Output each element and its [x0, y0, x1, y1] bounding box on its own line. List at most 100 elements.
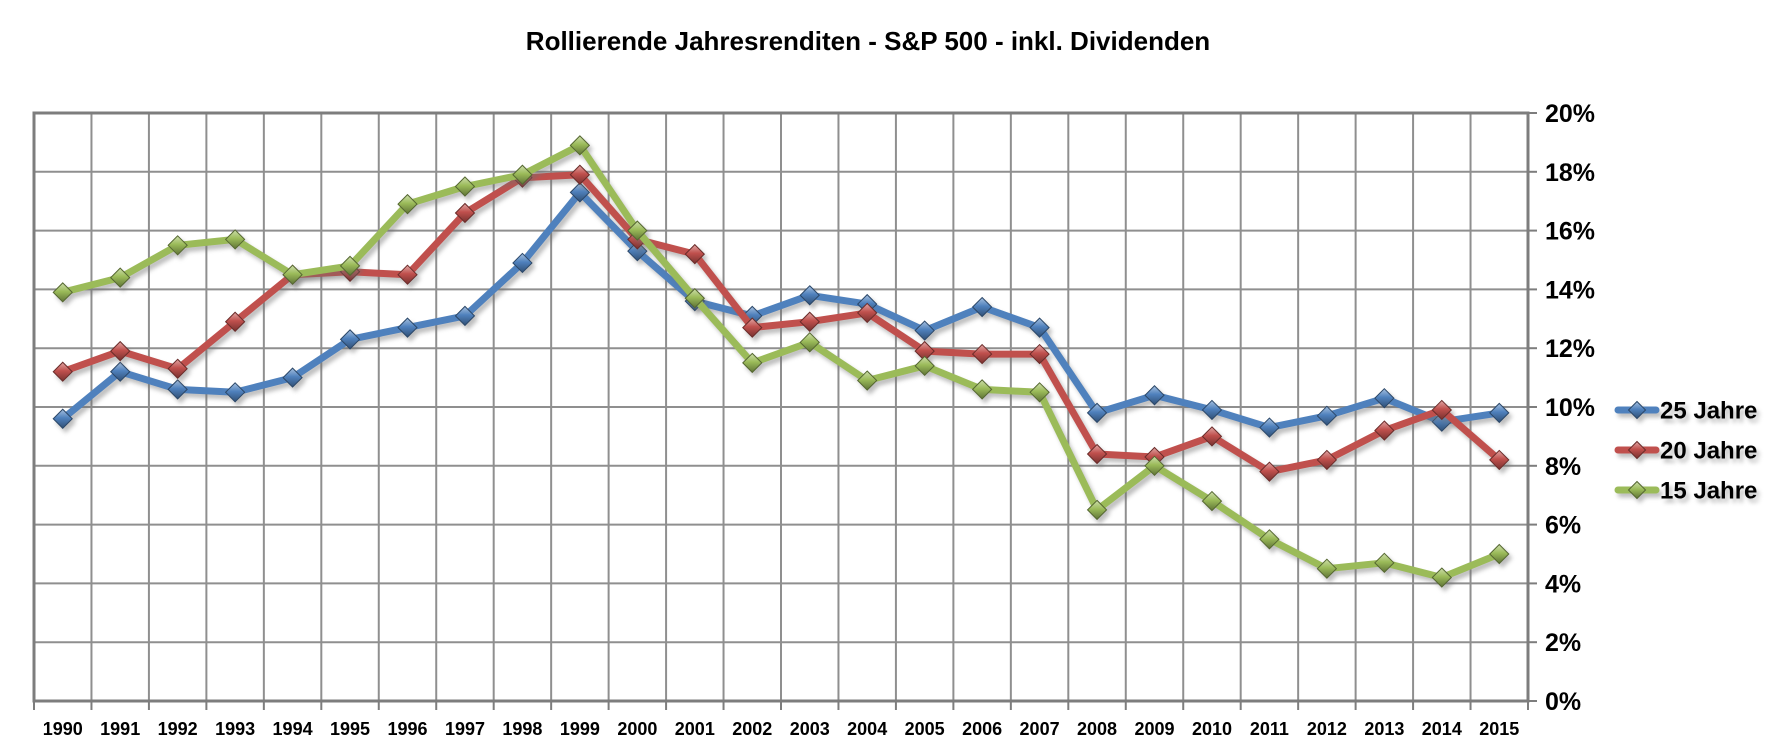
data-point-marker	[742, 352, 763, 374]
x-axis-label: 2009	[1134, 719, 1174, 739]
data-point-marker	[1316, 449, 1338, 471]
x-axis-label: 1999	[560, 719, 600, 739]
x-axis-label: 2004	[847, 719, 887, 739]
data-point-marker	[1489, 402, 1510, 424]
legend-item: 15 Jahre	[1614, 478, 1757, 505]
data-point-marker	[454, 176, 476, 197]
data-point-marker	[914, 355, 935, 377]
x-axis-label: 2000	[617, 719, 657, 739]
legend-label: 25 Jahre	[1660, 398, 1757, 425]
data-point-marker	[1316, 558, 1338, 579]
y-axis-label: 6%	[1545, 512, 1581, 540]
data-point-marker	[224, 382, 246, 403]
x-axis-label: 2008	[1077, 719, 1117, 739]
y-axis-label: 8%	[1545, 453, 1581, 481]
x-axis-label: 1993	[215, 719, 255, 739]
x-axis-label: 1995	[330, 719, 370, 739]
data-point-marker	[397, 193, 418, 215]
legend-item: 25 Jahre	[1614, 398, 1757, 425]
legend-label: 20 Jahre	[1660, 438, 1757, 465]
data-point-marker	[1431, 567, 1453, 588]
axis-ticks	[33, 112, 1537, 710]
data-point-marker	[856, 370, 878, 391]
series-15-jahre	[52, 135, 1510, 588]
data-point-marker	[1144, 385, 1165, 406]
data-point-marker	[1029, 382, 1050, 403]
x-axis-label: 2005	[905, 719, 945, 739]
data-point-marker	[856, 302, 878, 324]
x-axis-label: 1990	[43, 719, 83, 739]
data-point-marker	[512, 252, 533, 274]
y-axis-label: 12%	[1545, 335, 1595, 363]
data-point-marker	[569, 164, 591, 185]
x-axis-label: 2013	[1364, 719, 1404, 739]
data-point-marker	[109, 361, 131, 382]
data-point-marker	[339, 255, 361, 277]
series-line	[59, 188, 1503, 432]
y-axis-label: 0%	[1545, 688, 1581, 716]
data-point-marker	[282, 367, 303, 388]
data-point-marker	[52, 361, 73, 382]
data-point-marker	[109, 340, 131, 362]
x-axis-label: 2002	[732, 719, 772, 739]
x-axis-label: 2007	[1020, 719, 1060, 739]
data-point-marker	[684, 288, 706, 309]
data-point-marker	[627, 240, 648, 262]
gridlines	[34, 113, 1528, 701]
data-point-marker	[1029, 343, 1050, 365]
y-axis-label: 4%	[1545, 570, 1581, 598]
data-point-marker	[1086, 499, 1108, 521]
data-point-marker	[971, 343, 993, 365]
legend: 25 Jahre 20 Jahre 15 Jahre	[1614, 398, 1757, 505]
x-axis-label: 2010	[1192, 719, 1232, 739]
x-axis-label: 1996	[387, 719, 427, 739]
data-point-marker	[1029, 317, 1050, 338]
data-point-marker	[224, 229, 246, 250]
data-point-marker	[799, 311, 820, 332]
data-point-marker	[1144, 455, 1165, 477]
data-point-marker	[799, 332, 820, 353]
data-point-marker	[971, 296, 993, 318]
x-axis-label: 1997	[445, 719, 485, 739]
x-axis-label: 2014	[1422, 719, 1462, 739]
x-axis-label: 2003	[790, 719, 830, 739]
data-point-marker	[454, 202, 476, 224]
x-axis-label: 1992	[158, 719, 198, 739]
x-axis-label: 2015	[1479, 719, 1519, 739]
data-point-marker	[1201, 426, 1223, 447]
data-point-marker	[224, 311, 246, 332]
data-point-marker	[167, 235, 188, 256]
data-point-marker	[454, 305, 476, 327]
data-point-marker	[684, 243, 706, 265]
data-point-marker	[971, 379, 993, 400]
y-axis-label: 2%	[1545, 629, 1581, 657]
legend-label: 15 Jahre	[1660, 478, 1757, 505]
y-axis-label: 18%	[1545, 159, 1595, 187]
data-point-marker	[1086, 402, 1108, 424]
legend-swatch-marker	[1627, 440, 1647, 460]
data-point-marker	[627, 220, 648, 241]
x-axis-label: 2001	[675, 719, 715, 739]
chart-title: Rollierende Jahresrenditen - S&P 500 - i…	[525, 26, 1211, 56]
data-point-marker	[1259, 417, 1280, 438]
legend-item: 20 Jahre	[1614, 438, 1757, 465]
data-point-marker	[512, 164, 533, 185]
data-point-marker	[1489, 543, 1510, 565]
y-axis-label: 20%	[1545, 100, 1595, 128]
data-point-marker	[397, 264, 418, 285]
data-point-marker	[569, 182, 591, 203]
data-point-marker	[914, 320, 935, 341]
x-axis-label: 2012	[1307, 719, 1347, 739]
data-point-marker	[1374, 420, 1395, 441]
data-point-marker	[1259, 461, 1280, 482]
data-point-marker	[167, 358, 188, 379]
data-point-marker	[1489, 449, 1510, 471]
y-axis-label: 10%	[1545, 394, 1595, 422]
data-point-marker	[799, 285, 820, 306]
data-point-marker	[1431, 399, 1453, 421]
data-point-marker	[1201, 399, 1223, 421]
data-point-marker	[1086, 443, 1108, 465]
y-axis-label: 14%	[1545, 276, 1595, 304]
data-point-marker	[1316, 405, 1338, 427]
